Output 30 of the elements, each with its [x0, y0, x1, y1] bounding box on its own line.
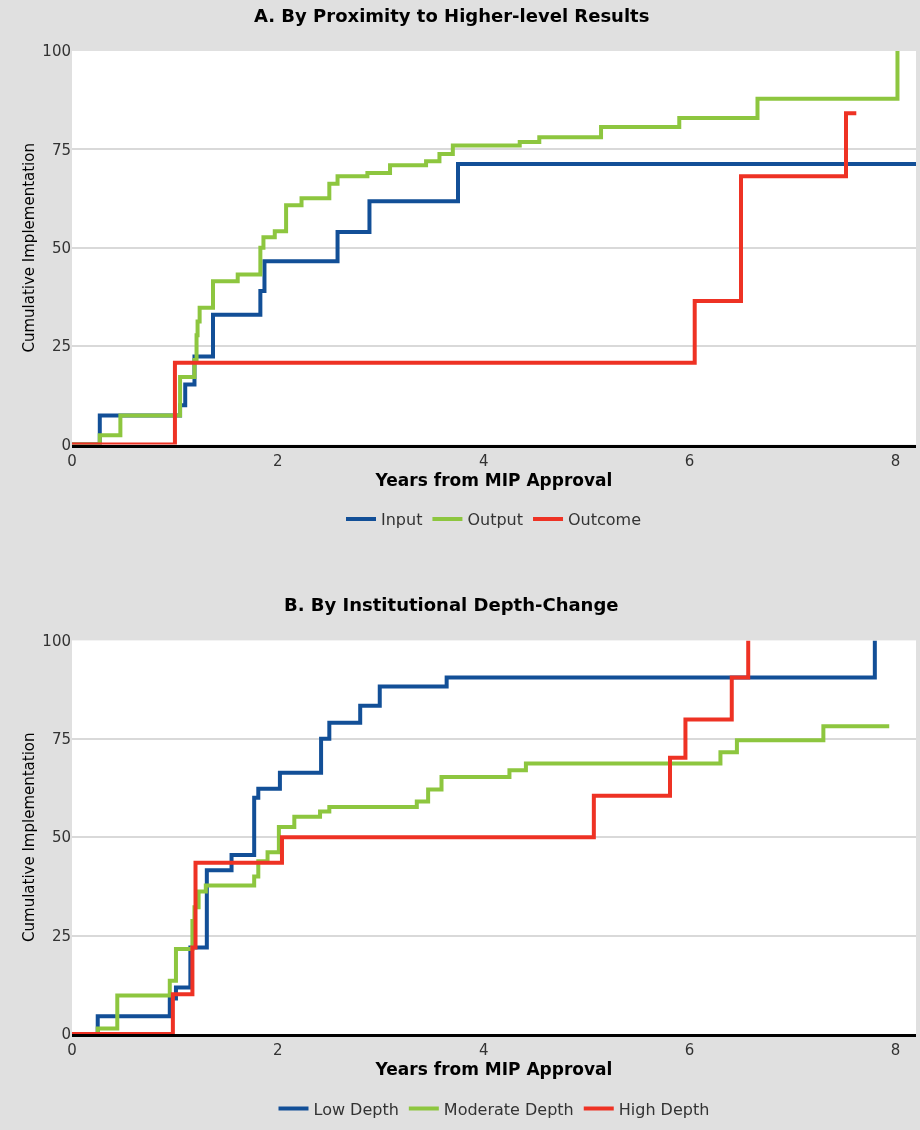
x-tick-label: 4: [478, 1041, 489, 1059]
x-tick-label: 8: [890, 451, 901, 470]
y-tick-label: 50: [51, 828, 71, 847]
x-axis-title: Years from MIP Approval: [374, 470, 613, 490]
y-tick-label: 0: [61, 435, 71, 454]
y-tick-label: 75: [51, 140, 71, 159]
chart-title: B. By Institutional Depth-Change: [284, 594, 619, 615]
y-tick-label: 0: [61, 1025, 71, 1044]
y-tick-label: 25: [51, 926, 71, 945]
x-tick-label: 6: [684, 1041, 695, 1059]
y-tick-label: 25: [51, 337, 71, 356]
x-tick-label: 8: [890, 1041, 901, 1059]
legend-label: Output: [467, 510, 524, 530]
x-tick-label: 4: [478, 451, 489, 470]
legend-label: Input: [381, 510, 423, 530]
legend-label: High Depth: [618, 1099, 710, 1119]
legend-label: Outcome: [568, 510, 642, 530]
legend-label: Low Depth: [313, 1099, 399, 1119]
y-tick-label: 100: [42, 42, 71, 61]
x-tick-label: 2: [273, 1041, 283, 1059]
legend-label: Moderate Depth: [443, 1099, 574, 1119]
chart-title: A. By Proximity to Higher-level Results: [254, 5, 650, 26]
y-axis-title: Cumulative Implementation: [19, 143, 38, 353]
y-tick-label: 50: [51, 239, 71, 258]
y-axis-title: Cumulative Implementation: [19, 732, 38, 942]
x-axis-title: Years from MIP Approval: [374, 1059, 613, 1080]
y-tick-label: 100: [42, 631, 71, 650]
x-tick-label: 2: [273, 451, 283, 470]
x-tick-label: 6: [684, 451, 695, 470]
y-tick-label: 75: [51, 730, 71, 749]
